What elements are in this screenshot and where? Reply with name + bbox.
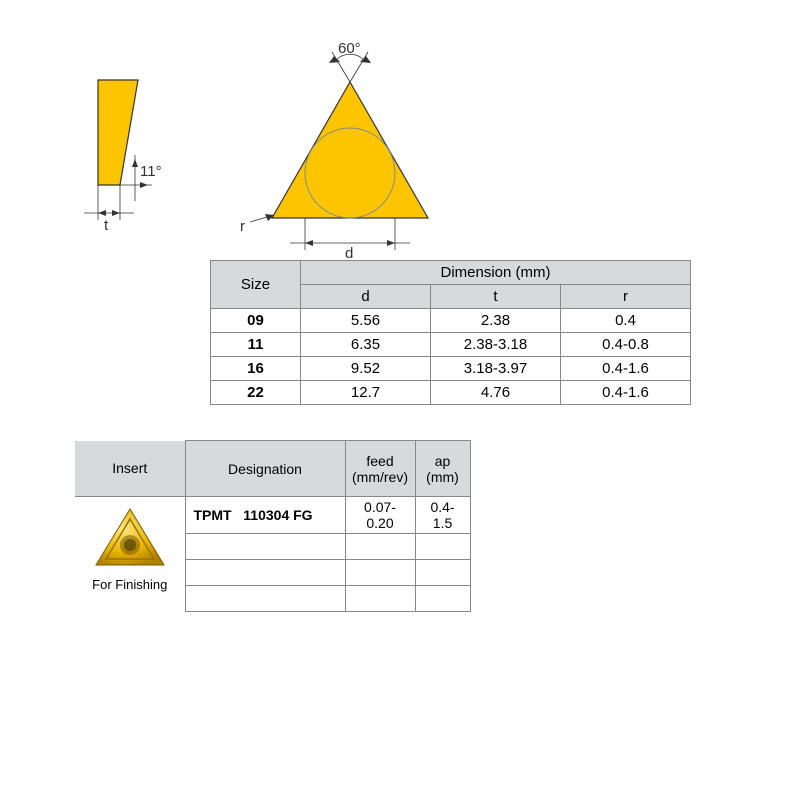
th-insert: Insert bbox=[75, 441, 185, 497]
th-size: Size bbox=[211, 261, 301, 309]
th-dimension: Dimension (mm) bbox=[301, 261, 691, 285]
technical-diagrams: 11° t 60° r d bbox=[80, 50, 480, 260]
th-t: t bbox=[431, 285, 561, 309]
top-view-svg bbox=[250, 50, 470, 260]
angle-60-label: 60° bbox=[338, 40, 361, 57]
insert-preview-cell: For Finishing bbox=[75, 497, 185, 612]
th-designation: Designation bbox=[185, 441, 345, 497]
th-d: d bbox=[301, 285, 431, 309]
th-ap: ap(mm) bbox=[415, 441, 470, 497]
table-row: 22 12.7 4.76 0.4-1.6 bbox=[211, 381, 691, 405]
angle-11-label: 11° bbox=[140, 163, 162, 180]
side-view-svg bbox=[80, 75, 200, 245]
dimension-table: Size Dimension (mm) d t r 09 5.56 2.38 0… bbox=[210, 260, 691, 405]
table-row: 09 5.56 2.38 0.4 bbox=[211, 309, 691, 333]
table-row: 16 9.52 3.18-3.97 0.4-1.6 bbox=[211, 357, 691, 381]
r-label: r bbox=[240, 218, 245, 235]
t-label: t bbox=[104, 217, 108, 234]
th-r: r bbox=[561, 285, 691, 309]
side-view-diagram: 11° t bbox=[80, 75, 200, 248]
table-row: For Finishing TPMT 110304 FG 0.07-0.20 0… bbox=[75, 497, 470, 534]
designation-cell: TPMT 110304 FG bbox=[185, 497, 345, 534]
designation-table: Insert Designation feed(mm/rev) ap(mm) bbox=[75, 440, 471, 612]
table-row: 11 6.35 2.38-3.18 0.4-0.8 bbox=[211, 333, 691, 357]
th-feed: feed(mm/rev) bbox=[345, 441, 415, 497]
top-view-diagram: 60° r d bbox=[250, 50, 470, 263]
insert-icon bbox=[90, 503, 170, 573]
insert-caption: For Finishing bbox=[79, 577, 181, 592]
